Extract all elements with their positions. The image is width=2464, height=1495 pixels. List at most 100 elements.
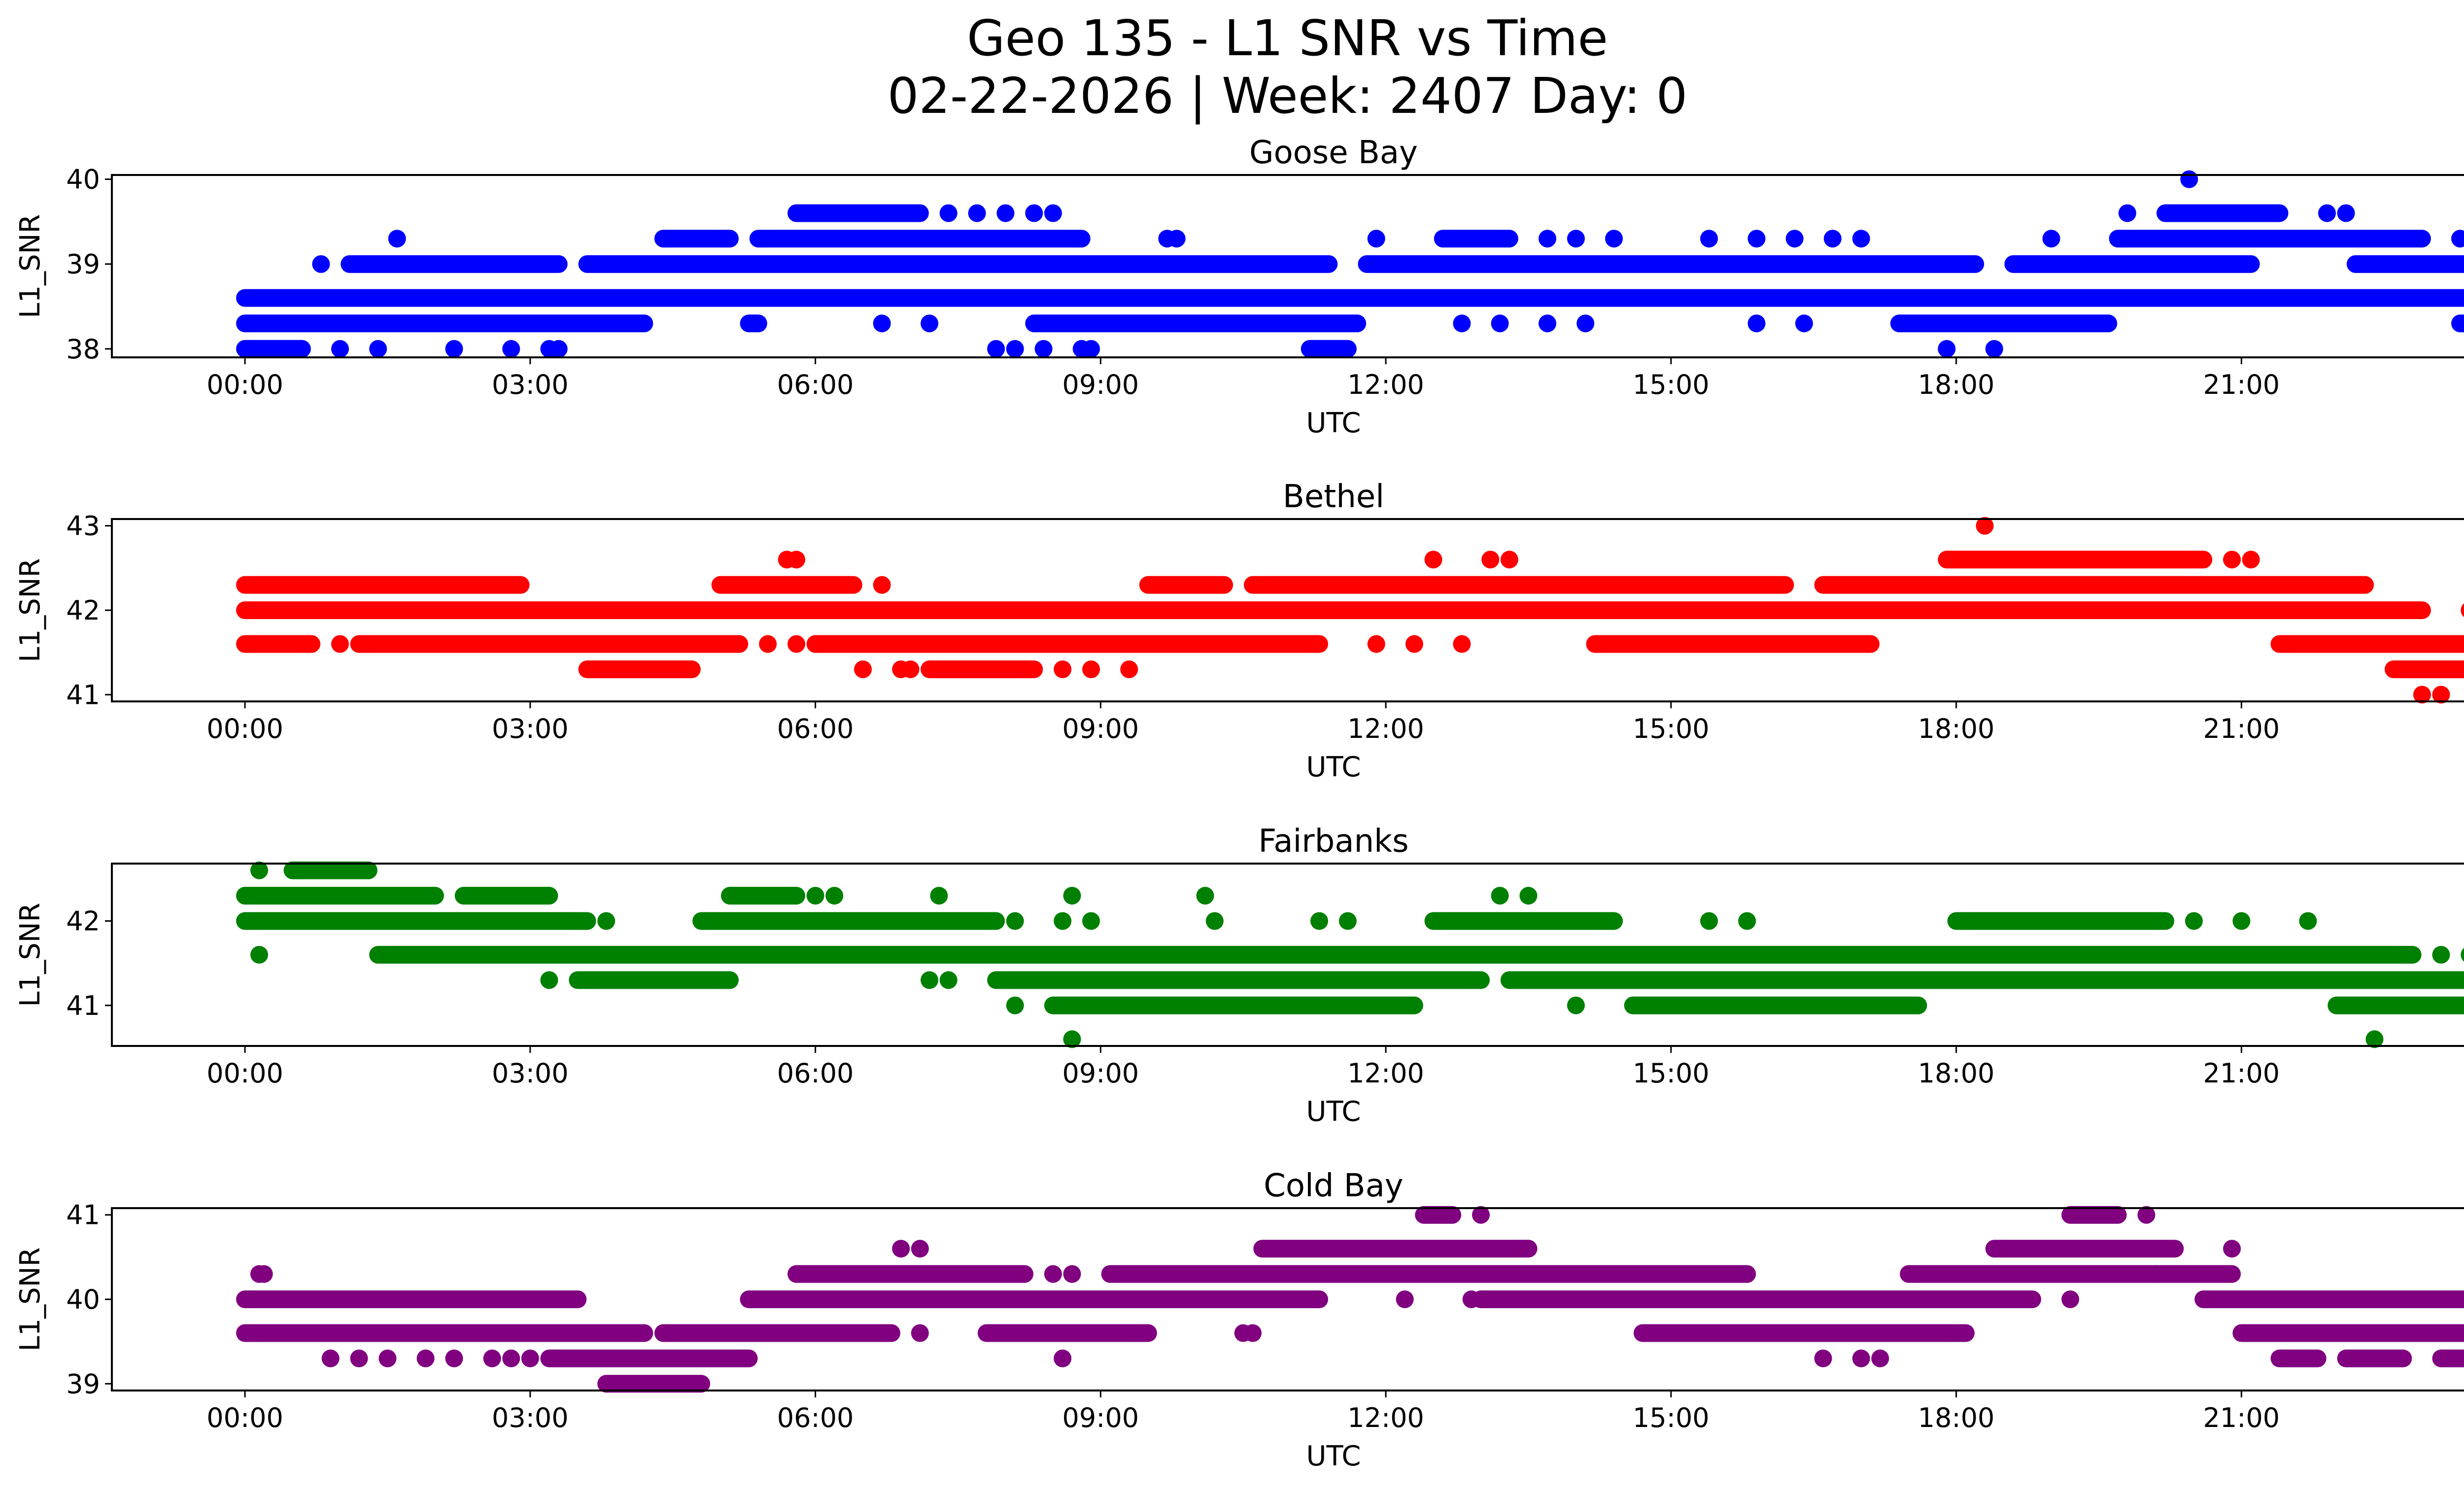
panel-3-data-point — [1567, 996, 1585, 1014]
panel-3-data-point — [2365, 1030, 2384, 1048]
panel-1-data-point — [2180, 170, 2198, 188]
panel-4-data-point — [1519, 1240, 1538, 1258]
panel-4-data-point — [350, 1349, 368, 1367]
panel-1-data-point — [1747, 230, 1766, 248]
panel-1-data-point — [1491, 314, 1509, 333]
panel-3-data-point — [921, 971, 939, 989]
panel-1-data-point — [1367, 230, 1385, 248]
panel-1-data-point — [1453, 314, 1471, 333]
panel-1-x-tick-label: 09:00 — [1062, 369, 1139, 400]
panel-4-data-point — [1044, 1265, 1062, 1283]
panel-4-x-axis-label: UTC — [1306, 1440, 1361, 1472]
panel-4-data-point — [911, 1324, 929, 1342]
panel-4-x-tick-label: 12:00 — [1347, 1402, 1424, 1433]
panel-2-x-tick-label: 00:00 — [206, 713, 283, 744]
panel-4-data-point — [1063, 1265, 1081, 1283]
panel-1-data-point — [1985, 340, 2003, 358]
panel-2-data-point — [2242, 551, 2260, 569]
panel-2-data-point — [854, 660, 872, 678]
panel-3-data-point — [1491, 887, 1509, 905]
panel-1-data-point — [873, 314, 891, 333]
panel-4-data-point — [483, 1349, 501, 1367]
panel-1-data-point — [1747, 314, 1766, 333]
panel-2-data-point — [873, 576, 891, 594]
panel-3-data-point — [2432, 946, 2450, 964]
panel-4-y-tick-label: 39 — [66, 1368, 100, 1399]
panel-4-x-tick-label: 00:00 — [206, 1402, 283, 1433]
panel-2-x-tick-label: 21:00 — [2203, 713, 2280, 744]
panel-3-data-point — [825, 887, 844, 905]
panel-2-x-tick-label: 18:00 — [1918, 713, 1995, 744]
panel-4-data-point — [502, 1349, 520, 1367]
panel-4-y-tick-label: 40 — [66, 1284, 100, 1315]
panel-1-data-point — [2118, 204, 2136, 222]
panel-2-data-point — [2432, 686, 2450, 704]
panel-1-data-point — [1823, 230, 1842, 248]
panel-1-x-tick-label: 21:00 — [2203, 369, 2280, 400]
panel-3-data-point — [2185, 912, 2203, 930]
panel-3-data-point — [2232, 912, 2251, 930]
panel-1-data-point — [1938, 340, 1956, 358]
panel-2-data-point — [1976, 517, 1994, 535]
panel-4-data-point — [445, 1349, 463, 1367]
panel-1-data-point — [1034, 340, 1053, 358]
figure-subtitle: 02-22-2026 | Week: 2407 Day: 0 — [887, 67, 1688, 125]
panel-3-data-point — [1063, 887, 1081, 905]
panel-4-data-point — [892, 1240, 910, 1258]
panel-1-x-tick-label: 15:00 — [1633, 369, 1710, 400]
panel-2-data-point — [1054, 660, 1072, 678]
panel-2-data-point — [1405, 635, 1423, 653]
panel-1-x-tick-label: 18:00 — [1918, 369, 1995, 400]
panel-4-data-point — [521, 1349, 539, 1367]
panel-3-x-tick-label: 12:00 — [1347, 1058, 1424, 1089]
panel-1-data-point — [1539, 230, 1557, 248]
panel-4-x-tick-label: 18:00 — [1918, 1402, 1995, 1433]
panel-4-data-point — [1396, 1290, 1414, 1308]
panel-4-data-point — [1462, 1290, 1480, 1308]
panel-1-data-point — [996, 204, 1015, 222]
panel-3-x-tick-label: 03:00 — [492, 1058, 569, 1089]
panel-1-data-point — [1044, 204, 1062, 222]
panel-4-data-point — [1472, 1206, 1490, 1224]
panel-1-data-point — [939, 204, 958, 222]
panel-4-x-tick-label: 06:00 — [777, 1402, 854, 1433]
panel-1-data-point — [369, 340, 387, 358]
panel-4-data-point — [1852, 1349, 1870, 1367]
panel-4-data-point — [911, 1240, 929, 1258]
panel-1-data-point — [312, 255, 330, 273]
panel-3-data-point — [1700, 912, 1718, 930]
panel-1-data-point — [968, 204, 986, 222]
panel-2-data-point — [2413, 686, 2431, 704]
panel-1-data-point — [2318, 204, 2336, 222]
panel-1-data-point — [921, 314, 939, 333]
panel-3-data-point — [930, 887, 948, 905]
panel-2-data-point — [331, 635, 349, 653]
panel-1-data-point — [2451, 230, 2464, 248]
panel-3-data-point — [806, 887, 824, 905]
panel-3-data-point — [1310, 912, 1329, 930]
panel-1-data-point — [1167, 230, 1186, 248]
panel-1-data-point — [502, 340, 520, 358]
panel-3-data-point — [939, 971, 958, 989]
panel-2-x-axis-label: UTC — [1306, 751, 1361, 783]
panel-1-data-point — [1567, 230, 1585, 248]
panel-1-data-point — [331, 340, 349, 358]
panel-2-x-tick-label: 06:00 — [777, 713, 854, 744]
panel-3-x-tick-label: 21:00 — [2203, 1058, 2280, 1089]
panel-1-data-point — [549, 340, 568, 358]
panel-4-data-point — [416, 1349, 435, 1367]
panel-1-x-tick-label: 12:00 — [1347, 369, 1424, 400]
panel-2-y-tick-label: 43 — [66, 511, 100, 542]
panel-2-data-point — [1120, 660, 1138, 678]
panel-4-data-point — [2147, 1265, 2165, 1283]
panel-2-x-tick-label: 03:00 — [492, 713, 569, 744]
panel-3-data-point — [1006, 912, 1024, 930]
panel-1-data-point — [1605, 230, 1623, 248]
panel-1-y-axis-label: L1_SNR — [14, 214, 46, 318]
panel-1-data-point — [1082, 340, 1100, 358]
panel-3-data-point — [250, 861, 269, 879]
panel-2-data-point — [2223, 551, 2241, 569]
panel-2-y-tick-label: 41 — [66, 679, 100, 710]
panel-4-data-point — [378, 1349, 397, 1367]
